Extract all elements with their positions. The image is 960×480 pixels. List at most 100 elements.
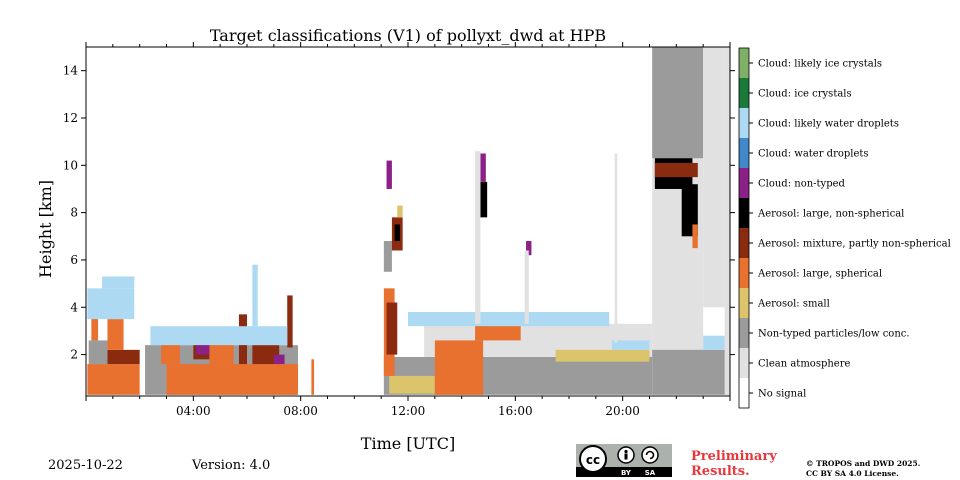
classification-regions (87, 47, 730, 395)
classification-region-26 (475, 323, 521, 341)
y-tick-label: 4 (70, 300, 78, 314)
classification-region-25 (434, 340, 484, 395)
classification-region-34 (386, 160, 392, 189)
y-axis-ticks: 2 4 6 8 10 12 14 (63, 64, 735, 362)
classification-region-28 (555, 349, 650, 362)
classification-region-18 (252, 264, 258, 327)
classification-region-1 (88, 340, 108, 365)
colorbar-label: Cloud: non-typed (758, 179, 846, 190)
colorbar-swatch (739, 288, 749, 318)
classification-region-12 (209, 340, 234, 365)
classification-region-47 (692, 224, 698, 249)
classification-region-8 (166, 364, 298, 395)
colorbar-legend: Cloud: likely ice crystals Cloud: ice cry… (738, 47, 951, 409)
y-tick-label: 8 (70, 206, 78, 220)
colorbar-label: Aerosol: large, spherical (757, 269, 882, 280)
colorbar-swatch (739, 318, 749, 348)
classification-region-46 (654, 162, 698, 178)
classification-region-42 (652, 47, 704, 159)
x-tick-label: 20:00 (605, 404, 640, 418)
x-tick-label: 12:00 (391, 404, 426, 418)
colorbar-frame (738, 47, 750, 409)
colorbar-swatch (739, 228, 749, 258)
colorbar-swatch (739, 78, 749, 108)
sa-sharealike-icon (641, 446, 659, 464)
classification-region-4 (107, 319, 124, 350)
y-tick-label: 2 (70, 348, 78, 362)
colorbar-swatch (739, 258, 749, 288)
classification-region-30 (383, 241, 392, 272)
classification-region-37 (475, 151, 481, 324)
classification-region-0 (87, 364, 140, 395)
classification-region-48 (703, 47, 725, 308)
classification-region-17 (150, 326, 288, 346)
y-tick-label: 12 (63, 111, 78, 125)
classification-region-3 (107, 349, 140, 365)
preliminary-line-1: Preliminary (691, 449, 777, 464)
colorbar-label: Non-typed particles/low conc. (758, 329, 910, 340)
colorbar-swatch (739, 348, 749, 378)
y-tick-label: 6 (70, 253, 78, 267)
classification-region-35 (480, 181, 488, 218)
x-axis-label: Time [UTC] (361, 434, 455, 453)
classification-region-15 (273, 354, 285, 365)
copyright-notice: © TROPOS and DWD 2025. CC BY SA 4.0 Lice… (806, 459, 920, 479)
colorbar-label: Aerosol: large, non-spherical (757, 209, 904, 220)
license-sa-text: SA (645, 469, 656, 477)
x-axis-ticks: 04:00 08:00 12:00 16:00 20:00 (85, 42, 731, 418)
cc-by-sa-license-badge: cc BY SA (576, 444, 672, 477)
classification-region-5 (87, 288, 135, 320)
colorbar-label: No signal (758, 389, 806, 400)
chart-title: Target classifications (V1) of pollyxt_d… (210, 26, 606, 45)
preliminary-results-notice: Preliminary Results. (691, 449, 777, 479)
classification-region-49 (724, 47, 730, 395)
colorbar-swatch (739, 168, 749, 198)
classification-region-45 (681, 184, 698, 237)
preliminary-line-2: Results. (691, 464, 750, 479)
copyright-line-2: CC BY SA 4.0 License. (806, 469, 899, 478)
classification-region-38 (526, 241, 532, 256)
classification-region-32 (394, 224, 400, 242)
colorbar-label: Aerosol: mixture, partly non-spherical (757, 239, 951, 250)
classification-region-24 (386, 302, 398, 355)
classification-region-33 (397, 205, 403, 218)
classification-region-43 (652, 349, 730, 395)
colorbar-label: Cloud: ice crystals (758, 89, 852, 100)
classification-region-22 (389, 375, 435, 394)
classification-region-40 (614, 153, 618, 343)
classification-region-39 (524, 250, 529, 324)
colorbar-swatch (739, 108, 749, 138)
colorbar-label: Cloud: likely ice crystals (758, 59, 882, 70)
classification-region-6 (102, 276, 135, 289)
classification-region-14 (252, 345, 280, 365)
classification-region-16 (287, 295, 293, 348)
classification-region-50 (703, 335, 725, 350)
classification-region-11 (196, 345, 210, 355)
x-tick-label: 16:00 (498, 404, 533, 418)
classification-region-2 (91, 304, 99, 341)
date-label: 2025-10-22 (48, 458, 123, 473)
cc-icon: cc (579, 445, 607, 473)
colorbar-label: Cloud: likely water droplets (758, 119, 899, 130)
x-tick-label: 08:00 (283, 404, 318, 418)
classification-region-27 (408, 312, 610, 327)
by-attribution-icon (617, 446, 635, 464)
version-label: Version: 4.0 (192, 458, 271, 473)
license-by-text: BY (621, 469, 632, 477)
colorbar-swatch (739, 198, 749, 228)
colorbar-label: Cloud: water droplets (758, 149, 869, 160)
colorbar-label: Aerosol: small (757, 299, 830, 310)
y-tick-label: 10 (63, 158, 78, 172)
classification-region-19 (311, 359, 315, 395)
colorbar-swatch (739, 378, 749, 408)
y-axis-label: Height [km] (36, 180, 55, 278)
classification-region-29 (611, 340, 650, 350)
colorbar-swatch (739, 138, 749, 168)
svg-text:cc: cc (586, 453, 600, 467)
x-tick-label: 04:00 (176, 404, 211, 418)
y-tick-label: 14 (63, 64, 79, 78)
colorbar-label: Clean atmosphere (758, 359, 851, 370)
colorbar-swatch (739, 48, 749, 78)
classification-region-36 (480, 153, 486, 182)
